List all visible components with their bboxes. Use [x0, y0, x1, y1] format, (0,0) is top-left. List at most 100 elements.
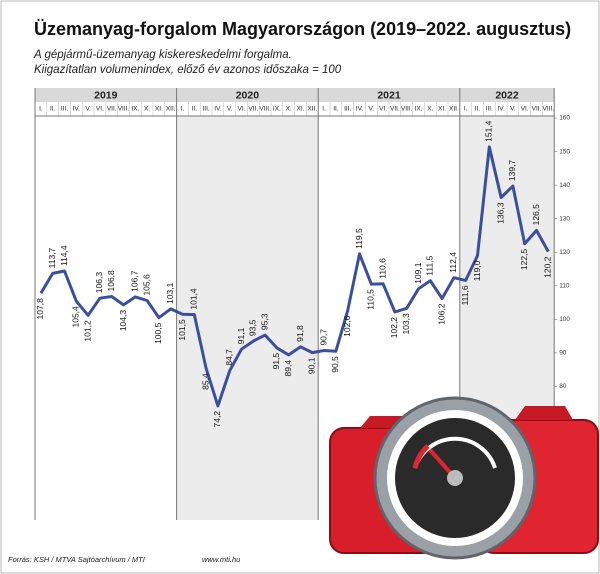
gauge-red: [412, 444, 430, 469]
value-label: 103,3: [401, 313, 411, 335]
value-label: 106,2: [436, 303, 446, 325]
y-tick-label: 80: [559, 383, 567, 390]
x-tick-label: III.: [344, 106, 351, 113]
x-tick-label: VI.: [379, 106, 387, 113]
x-tick-label: V.: [227, 106, 233, 113]
x-tick-label: I.: [39, 106, 43, 113]
value-label: 106,8: [106, 270, 116, 292]
value-label: 119,0: [472, 260, 482, 281]
x-tick-label: X.: [427, 106, 433, 113]
x-tick-label: IV.: [73, 106, 81, 113]
x-tick-label: X.: [286, 106, 292, 113]
x-tick-label: III.: [486, 106, 493, 113]
x-tick-label: III.: [61, 106, 68, 113]
value-label: 91,1: [236, 327, 246, 344]
value-label: 90,7: [318, 329, 328, 346]
x-tick-label: IX.: [131, 106, 139, 113]
fuel-illustration: [329, 396, 599, 560]
x-tick-label: II.: [475, 106, 481, 113]
value-label: 101,4: [189, 288, 199, 310]
value-label: 91,8: [295, 325, 305, 342]
value-label: 111,6: [460, 285, 470, 305]
x-tick-label: VI.: [521, 106, 529, 113]
x-tick-label: V.: [369, 106, 375, 113]
x-tick-label: XI.: [297, 106, 305, 113]
website: www.mti.hu: [202, 555, 241, 564]
value-label: 113,7: [47, 247, 57, 268]
year-header: [35, 88, 177, 102]
source: Forrás: KSH / MTVA Sajtóarchívum / MTI: [8, 555, 145, 564]
value-label: 109,1: [413, 262, 423, 284]
y-tick-label: 160: [559, 115, 570, 122]
value-label: 107,8: [35, 298, 45, 320]
value-label: 95,3: [259, 313, 269, 330]
can-handle: [515, 406, 573, 420]
y-tick-label: 150: [559, 148, 570, 155]
x-tick-label: I.: [181, 106, 185, 113]
value-label: 101,2: [82, 320, 92, 342]
year-label: 2022: [495, 89, 519, 101]
x-tick-label: IV.: [214, 106, 222, 113]
x-tick-label: VII.: [390, 106, 400, 113]
x-tick-label: XII.: [166, 106, 176, 113]
value-label: 93,5: [248, 319, 258, 336]
year-header: [176, 88, 319, 102]
year-label: 2021: [377, 89, 401, 101]
value-label: 91,5: [271, 353, 281, 370]
value-label: 122,5: [519, 249, 529, 271]
x-tick-label: VIII.: [259, 106, 271, 113]
value-label: 105,4: [71, 306, 81, 328]
y-tick-label: 100: [559, 316, 570, 323]
value-label: 120,2: [543, 256, 553, 278]
year-panel: [176, 116, 319, 520]
year-header: [318, 88, 460, 102]
value-label: 110,5: [366, 289, 376, 310]
x-tick-label: II.: [192, 106, 198, 113]
y-tick-label: 110: [559, 282, 570, 289]
chart-title: Üzemanyag-forgalom Magyarországon (2019–…: [34, 19, 571, 39]
year-label: 2020: [236, 89, 260, 101]
value-label: 89,4: [283, 360, 293, 377]
subtitle: Kiigazítatlan volumenindex, előző év azo…: [34, 64, 342, 76]
x-tick-label: IX.: [415, 106, 423, 113]
value-label: 101,5: [177, 319, 187, 341]
value-label: 112,4: [448, 252, 458, 273]
x-tick-label: I.: [322, 106, 326, 113]
x-tick-label: II.: [50, 106, 56, 113]
x-tick-label: XI.: [438, 106, 446, 113]
value-label: 106,3: [94, 272, 104, 294]
x-tick-label: V.: [85, 106, 91, 113]
gauge-hub: [447, 470, 463, 486]
x-tick-label: XII.: [449, 106, 459, 113]
value-label: 85,4: [200, 373, 210, 390]
x-tick-label: VIII.: [543, 106, 555, 113]
value-label: 90,5: [330, 356, 340, 373]
value-label: 139,7: [507, 160, 517, 182]
x-tick-label: VII.: [248, 106, 258, 113]
x-tick-label: XI.: [155, 106, 163, 113]
x-tick-label: IX.: [273, 106, 281, 113]
value-label: 126,5: [531, 204, 541, 226]
value-label: 103,1: [165, 282, 175, 304]
value-label: 90,1: [307, 357, 317, 374]
x-tick-label: VIII.: [401, 106, 413, 113]
x-tick-label: VII.: [107, 106, 117, 113]
x-tick-label: IV.: [497, 106, 505, 113]
value-label: 104,3: [118, 310, 128, 332]
x-tick-label: X.: [144, 106, 150, 113]
y-tick-label: 120: [559, 249, 570, 256]
x-tick-label: VI.: [238, 106, 246, 113]
year-header: [459, 88, 555, 102]
value-label: 119,5: [354, 228, 364, 249]
value-label: 136,3: [495, 202, 505, 224]
value-label: 100,5: [153, 322, 163, 344]
value-label: 102,2: [389, 317, 399, 339]
x-tick-label: III.: [202, 106, 209, 113]
year-label: 2019: [94, 89, 118, 101]
year-panel: [35, 116, 177, 520]
y-tick-label: 130: [559, 215, 570, 222]
subtitle: A gépjármű-üzemanyag kiskereskedelmi for…: [33, 49, 292, 61]
value-label: 151,4: [484, 120, 494, 142]
value-label: 102,6: [342, 315, 352, 337]
